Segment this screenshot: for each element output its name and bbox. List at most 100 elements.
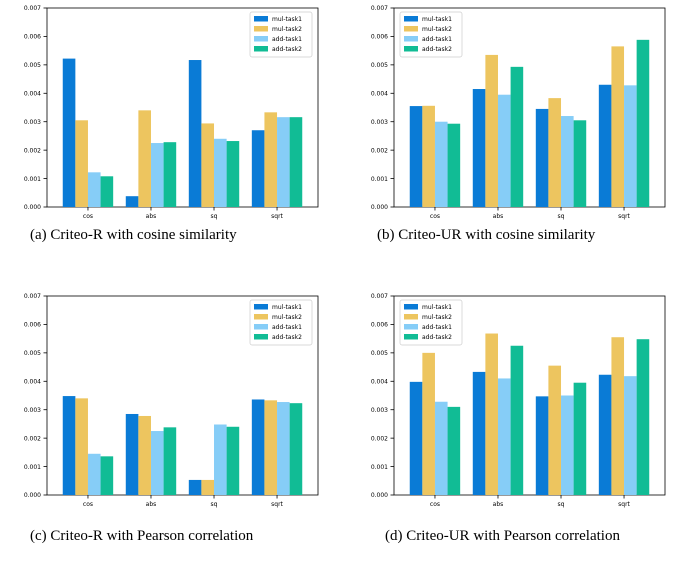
- chart-d: 0.000 0.001 0.002 0.003 0.004 0.005 0.006 0.007…: [371, 293, 666, 508]
- chart-b-legend-swatch-add-task1: [404, 36, 418, 42]
- chart-d-legend-swatch-mul-task1: [404, 304, 418, 310]
- chart-d-ytick-label: 0.004: [371, 378, 388, 385]
- chart-b-ytick-label: 0.005: [371, 62, 388, 69]
- chart-a-bar-add-task2-cos: [100, 176, 114, 207]
- chart-c-bar-mul-task2-abs: [138, 415, 151, 495]
- chart-c-bar-add-task1-cos: [87, 453, 101, 495]
- chart-a-legend-label-add-task1: add-task1: [272, 36, 302, 43]
- chart-d-bar-mul-task1-sq: [535, 396, 549, 495]
- chart-d-bar-add-task2-abs: [510, 345, 524, 495]
- chart-d-ytick-label: 0.007: [371, 293, 388, 300]
- chart-a-bar-mul-task2-abs: [138, 110, 151, 207]
- chart-b-xtick-label: cos: [430, 213, 440, 220]
- chart-b-bar-mul-task1-abs: [472, 89, 486, 207]
- chart-d-legend-swatch-mul-task2: [404, 314, 418, 320]
- chart-d-legend-label-add-task2: add-task2: [422, 334, 452, 341]
- chart-b-legend-swatch-add-task2: [404, 46, 418, 52]
- chart-c-xtick-label: cos: [83, 501, 93, 508]
- chart-b: 0.000 0.001 0.002 0.003 0.004 0.005 0.006 0.007…: [371, 5, 666, 220]
- chart-b-bar-add-task2-sqrt: [636, 39, 650, 208]
- chart-d-bar-add-task1-sq: [561, 395, 574, 495]
- chart-c-bar-add-task2-sqrt: [289, 403, 303, 495]
- chart-c-legend-label-mul-task1: mul-task1: [272, 304, 302, 311]
- chart-d-ytick-label: 0.002: [371, 435, 388, 442]
- chart-d-bar-mul-task1-sqrt: [598, 374, 612, 495]
- chart-a-legend-label-mul-task2: mul-task2: [272, 26, 302, 33]
- chart-a-legend-swatch-add-task2: [254, 46, 268, 52]
- chart-b-bar-add-task2-abs: [510, 66, 524, 208]
- chart-d-bar-mul-task1-cos: [409, 381, 423, 495]
- chart-a-xtick-label: sq: [211, 213, 218, 220]
- caption-d: (d) Criteo-UR with Pearson correlation: [385, 528, 620, 544]
- chart-d-bar-add-task2-sq: [573, 382, 587, 495]
- chart-a-bar-mul-task2-sq: [201, 123, 215, 207]
- chart-a-xtick-label: abs: [146, 213, 157, 220]
- chart-c-ytick-label: 0.007: [24, 293, 41, 300]
- chart-d-xtick-label: cos: [430, 501, 440, 508]
- chart-a-bar-mul-task1-abs: [125, 196, 139, 207]
- chart-a-ytick-label: 0.006: [24, 34, 41, 41]
- chart-d-legend-label-add-task1: add-task1: [422, 324, 452, 331]
- chart-a-bar-add-task2-sqrt: [289, 117, 303, 207]
- chart-d-ytick-label: 0.003: [371, 407, 388, 414]
- chart-a-legend-label-mul-task1: mul-task1: [272, 16, 302, 23]
- chart-d-xtick-label: sq: [558, 501, 565, 508]
- chart-d-xtick-label: sqrt: [618, 501, 630, 508]
- chart-b-bar-mul-task2-sqrt: [611, 46, 625, 207]
- chart-c-bar-mul-task2-sq: [201, 479, 215, 495]
- chart-b-ytick-label: 0.002: [371, 147, 388, 154]
- chart-a-legend: mul-task1 mul-task2 add-task1 add-task2: [249, 11, 313, 58]
- chart-b-bar-mul-task2-cos: [422, 105, 435, 207]
- chart-d-bar-mul-task2-cos: [422, 352, 435, 495]
- chart-c-legend-swatch-add-task2: [254, 334, 268, 340]
- caption-c: (c) Criteo-R with Pearson correlation: [30, 528, 254, 544]
- chart-c-xtick-label: sqrt: [271, 501, 283, 508]
- chart-b-bar-mul-task1-cos: [409, 106, 423, 207]
- chart-b-bar-mul-task2-abs: [485, 54, 498, 208]
- chart-a-bar-add-task1-abs: [150, 143, 164, 207]
- chart-d-legend-swatch-add-task1: [404, 324, 418, 330]
- chart-a-ytick-label: 0.004: [24, 90, 41, 97]
- chart-b-xtick-label: sqrt: [618, 213, 630, 220]
- chart-b-bar-mul-task1-sq: [535, 108, 549, 207]
- chart-b-legend: mul-task1 mul-task2 add-task1 add-task2: [399, 11, 463, 58]
- chart-b-xtick-label: sq: [558, 213, 565, 220]
- chart-b-bar-mul-task2-sq: [548, 98, 562, 207]
- chart-c-legend-swatch-mul-task2: [254, 314, 268, 320]
- chart-d-bar-mul-task2-abs: [485, 333, 498, 495]
- chart-b-bar-add-task1-sq: [561, 116, 574, 207]
- chart-c-bar-add-task1-abs: [150, 431, 164, 495]
- chart-c-legend-swatch-mul-task1: [254, 304, 268, 310]
- chart-c-bar-add-task1-sqrt: [277, 402, 290, 495]
- chart-c-legend-box: [249, 299, 313, 346]
- chart-a-bar-add-task1-cos: [87, 172, 101, 207]
- chart-c-bar-mul-task2-sqrt: [264, 400, 278, 495]
- chart-d-bar-mul-task2-sq: [548, 365, 562, 495]
- caption-b: (b) Criteo-UR with cosine similarity: [377, 227, 596, 243]
- chart-b-legend-label-mul-task2: mul-task2: [422, 26, 452, 33]
- chart-d-bar-add-task1-sqrt: [624, 376, 637, 495]
- chart-d-xtick-label: abs: [493, 501, 504, 508]
- chart-c-bar-mul-task1-cos: [62, 396, 76, 495]
- chart-c-bar-mul-task1-sq: [188, 479, 202, 495]
- chart-b-legend-swatch-mul-task2: [404, 26, 418, 32]
- chart-a-bar-add-task2-abs: [163, 142, 177, 207]
- chart-a-bar-add-task1-sq: [214, 138, 227, 207]
- chart-a-axes-frame: [46, 7, 319, 208]
- chart-c-ytick-label: 0.001: [24, 464, 41, 471]
- chart-a-ytick-label: 0.007: [24, 5, 41, 12]
- chart-b-bar-add-task1-abs: [497, 94, 511, 207]
- chart-a-bar-mul-task1-cos: [62, 58, 76, 207]
- chart-a: 0.000 0.001 0.002 0.003 0.004 0.005 0.006 0.007…: [24, 5, 319, 220]
- chart-b-legend-box: [399, 11, 463, 58]
- chart-b-bar-add-task2-sq: [573, 120, 587, 207]
- chart-b-axes-frame: [393, 7, 666, 208]
- chart-c: 0.000 0.001 0.002 0.003 0.004 0.005 0.006 0.007…: [24, 293, 319, 508]
- chart-c-ytick-label: 0.004: [24, 378, 41, 385]
- chart-b-ytick-label: 0.006: [371, 34, 388, 41]
- chart-c-bar-mul-task1-abs: [125, 413, 139, 495]
- chart-d-ytick-label: 0.005: [371, 350, 388, 357]
- chart-a-ytick-label: 0.005: [24, 62, 41, 69]
- chart-c-xtick-label: abs: [146, 501, 157, 508]
